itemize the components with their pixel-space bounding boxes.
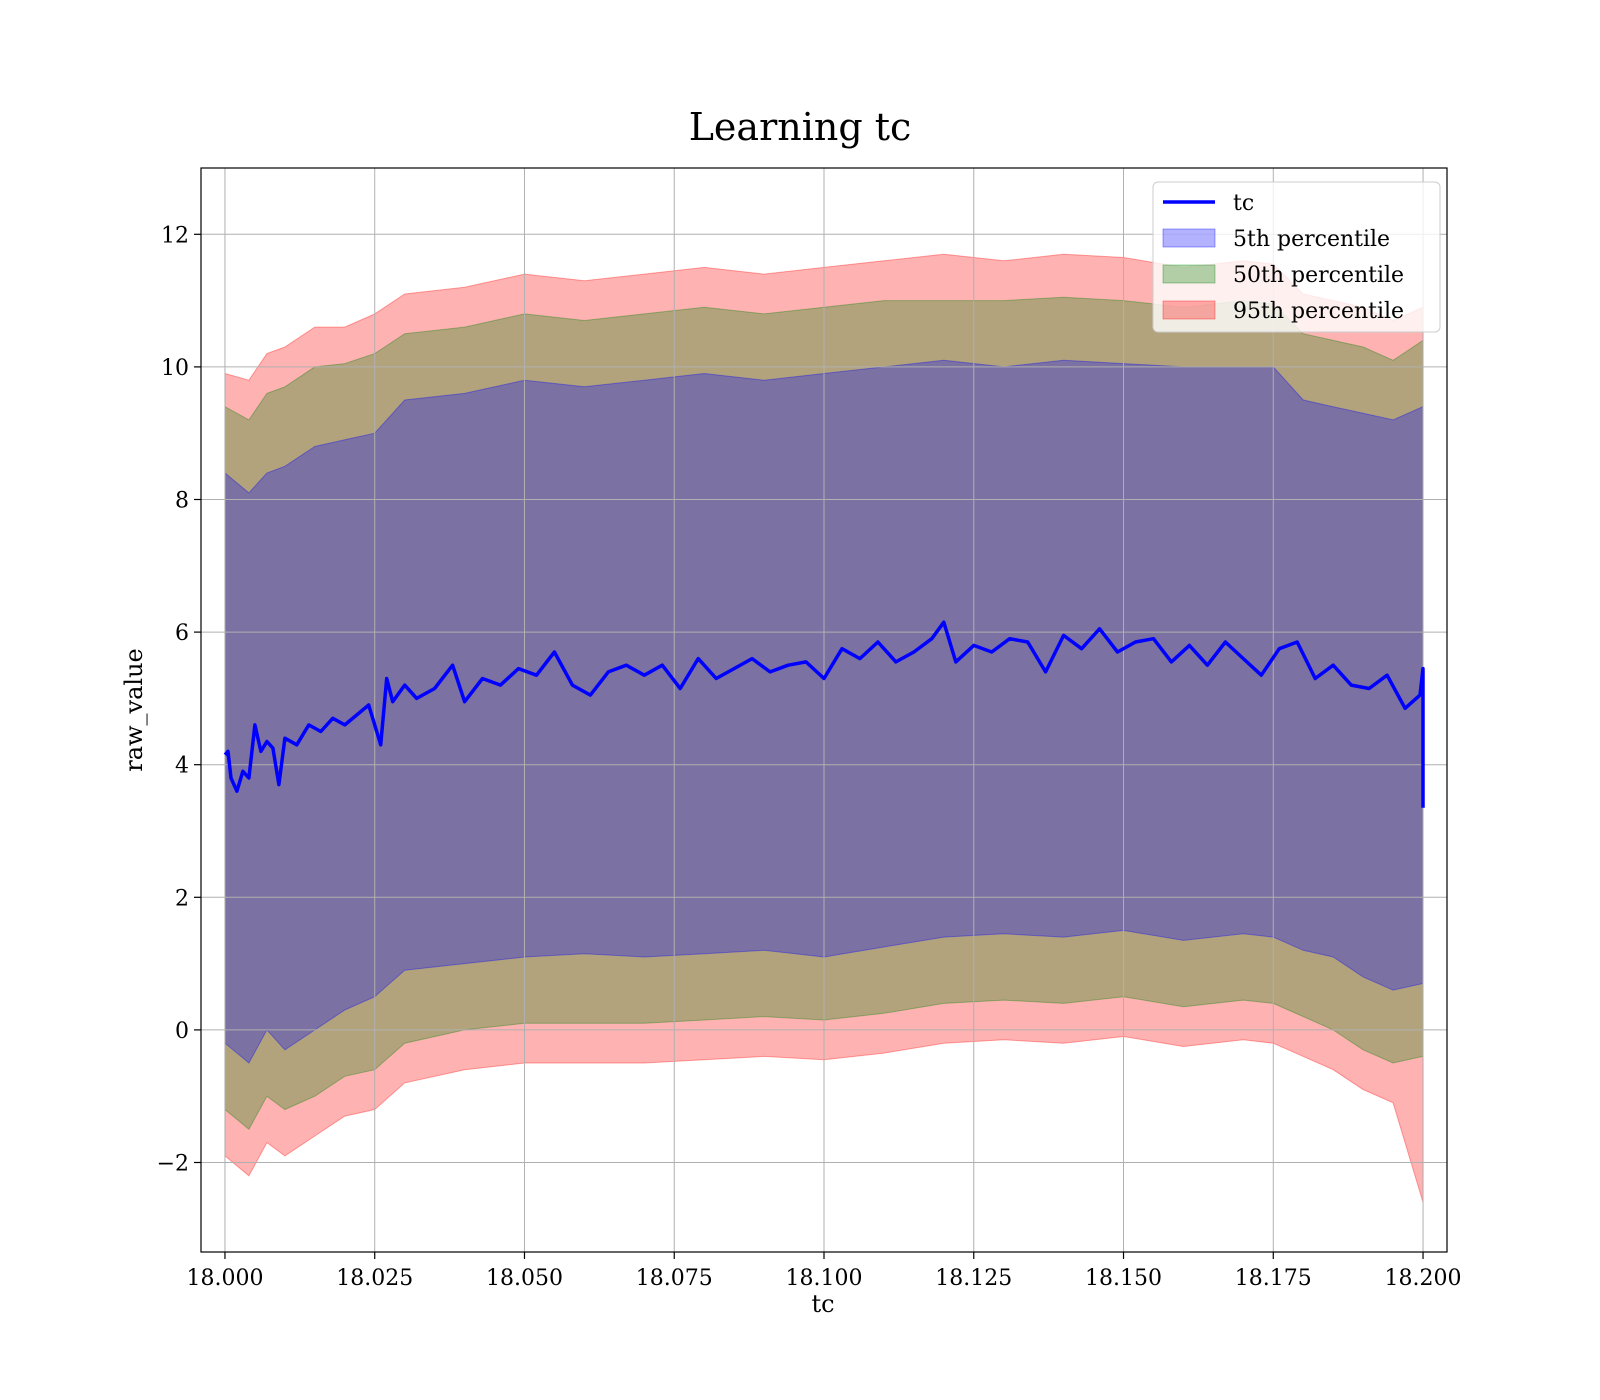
x-tick-label: 18.000 (186, 1266, 263, 1291)
y-tick-label: 12 (161, 223, 189, 248)
y-tick-label: 10 (161, 356, 189, 381)
y-tick-label: 2 (175, 886, 189, 911)
legend-swatch-95th-percentile (1162, 300, 1216, 320)
x-tick-label: 18.050 (486, 1266, 563, 1291)
x-tick-label: 18.025 (336, 1266, 413, 1291)
x-tick-label: 18.200 (1385, 1266, 1462, 1291)
x-axis-label: tc (811, 1290, 834, 1318)
tc-series-layer (223, 620, 1425, 808)
y-tick-label: 6 (175, 621, 189, 646)
y-tick-label: −2 (157, 1151, 189, 1176)
legend-swatch-50th-percentile (1162, 264, 1216, 284)
legend-box (1152, 181, 1441, 333)
x-tick-label: 18.175 (1235, 1266, 1312, 1291)
y-tick-label: 8 (175, 488, 189, 513)
legend: tc 5th percentile 50th percentile 95th perc… (1152, 181, 1441, 333)
grid-lines (201, 168, 1447, 1252)
legend-label-5th-percentile: 5th percentile (1233, 227, 1390, 252)
legend-label-95th-percentile: 95th percentile (1233, 299, 1404, 324)
y-tick-label: 4 (175, 754, 189, 779)
x-tick-label: 18.150 (1085, 1266, 1162, 1291)
x-tick-label: 18.100 (786, 1266, 863, 1291)
series-line-tc (223, 620, 1425, 808)
legend-label-50th-percentile: 50th percentile (1233, 263, 1404, 288)
y-axis-label: raw_value (120, 648, 148, 772)
chart-title: Learning tc (689, 105, 912, 149)
y-tick-label: 0 (175, 1019, 189, 1044)
x-tick-label: 18.075 (636, 1266, 713, 1291)
legend-label-tc: tc (1233, 191, 1254, 216)
y-axis-ticks: −2 0 2 4 6 8 10 12 (157, 223, 201, 1176)
x-axis-ticks: 18.000 18.025 18.050 18.075 18.100 18.125 18.1… (186, 1252, 1462, 1291)
x-tick-label: 18.125 (935, 1266, 1012, 1291)
legend-swatch-5th-percentile (1162, 228, 1216, 248)
